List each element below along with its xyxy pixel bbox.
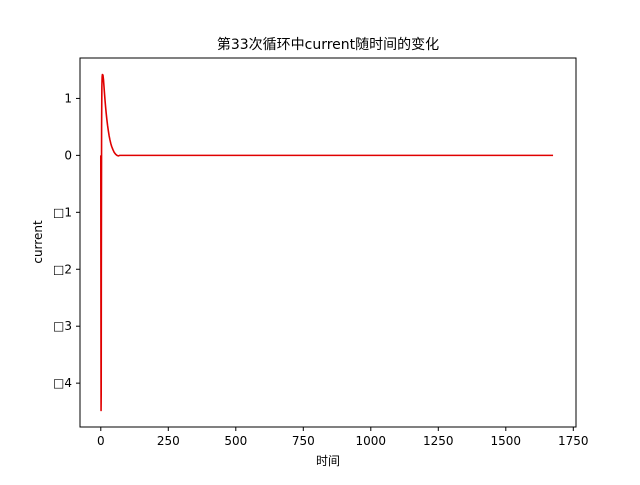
y-tick-label: □2	[53, 262, 72, 276]
x-axis-label: 时间	[316, 454, 340, 468]
y-axis-label: current	[31, 220, 45, 264]
chart-title: 第33次循环中current随时间的变化	[217, 36, 439, 53]
x-tick-label: 1500	[491, 434, 522, 448]
y-axis: 1 0 □1 □2 □3 □4	[53, 91, 80, 390]
y-tick-label: 1	[64, 91, 72, 105]
x-tick-label: 1250	[423, 434, 454, 448]
x-tick-label: 1000	[356, 434, 387, 448]
x-tick-label: 500	[224, 434, 247, 448]
x-tick-label: 0	[97, 434, 105, 448]
plot-frame	[79, 57, 577, 428]
y-tick-label: □4	[53, 376, 72, 390]
y-tick-label: 0	[64, 148, 72, 162]
y-tick-label: □3	[53, 319, 72, 333]
x-tick-label: 750	[292, 434, 315, 448]
series-line-0	[99, 73, 554, 412]
y-tick-label: □1	[53, 205, 72, 219]
plot-layer	[99, 73, 554, 412]
x-tick-label: 250	[157, 434, 180, 448]
x-tick-label: 1750	[558, 434, 589, 448]
x-axis: 0 250 500 750 1000 1250 1500 1750	[97, 427, 589, 448]
